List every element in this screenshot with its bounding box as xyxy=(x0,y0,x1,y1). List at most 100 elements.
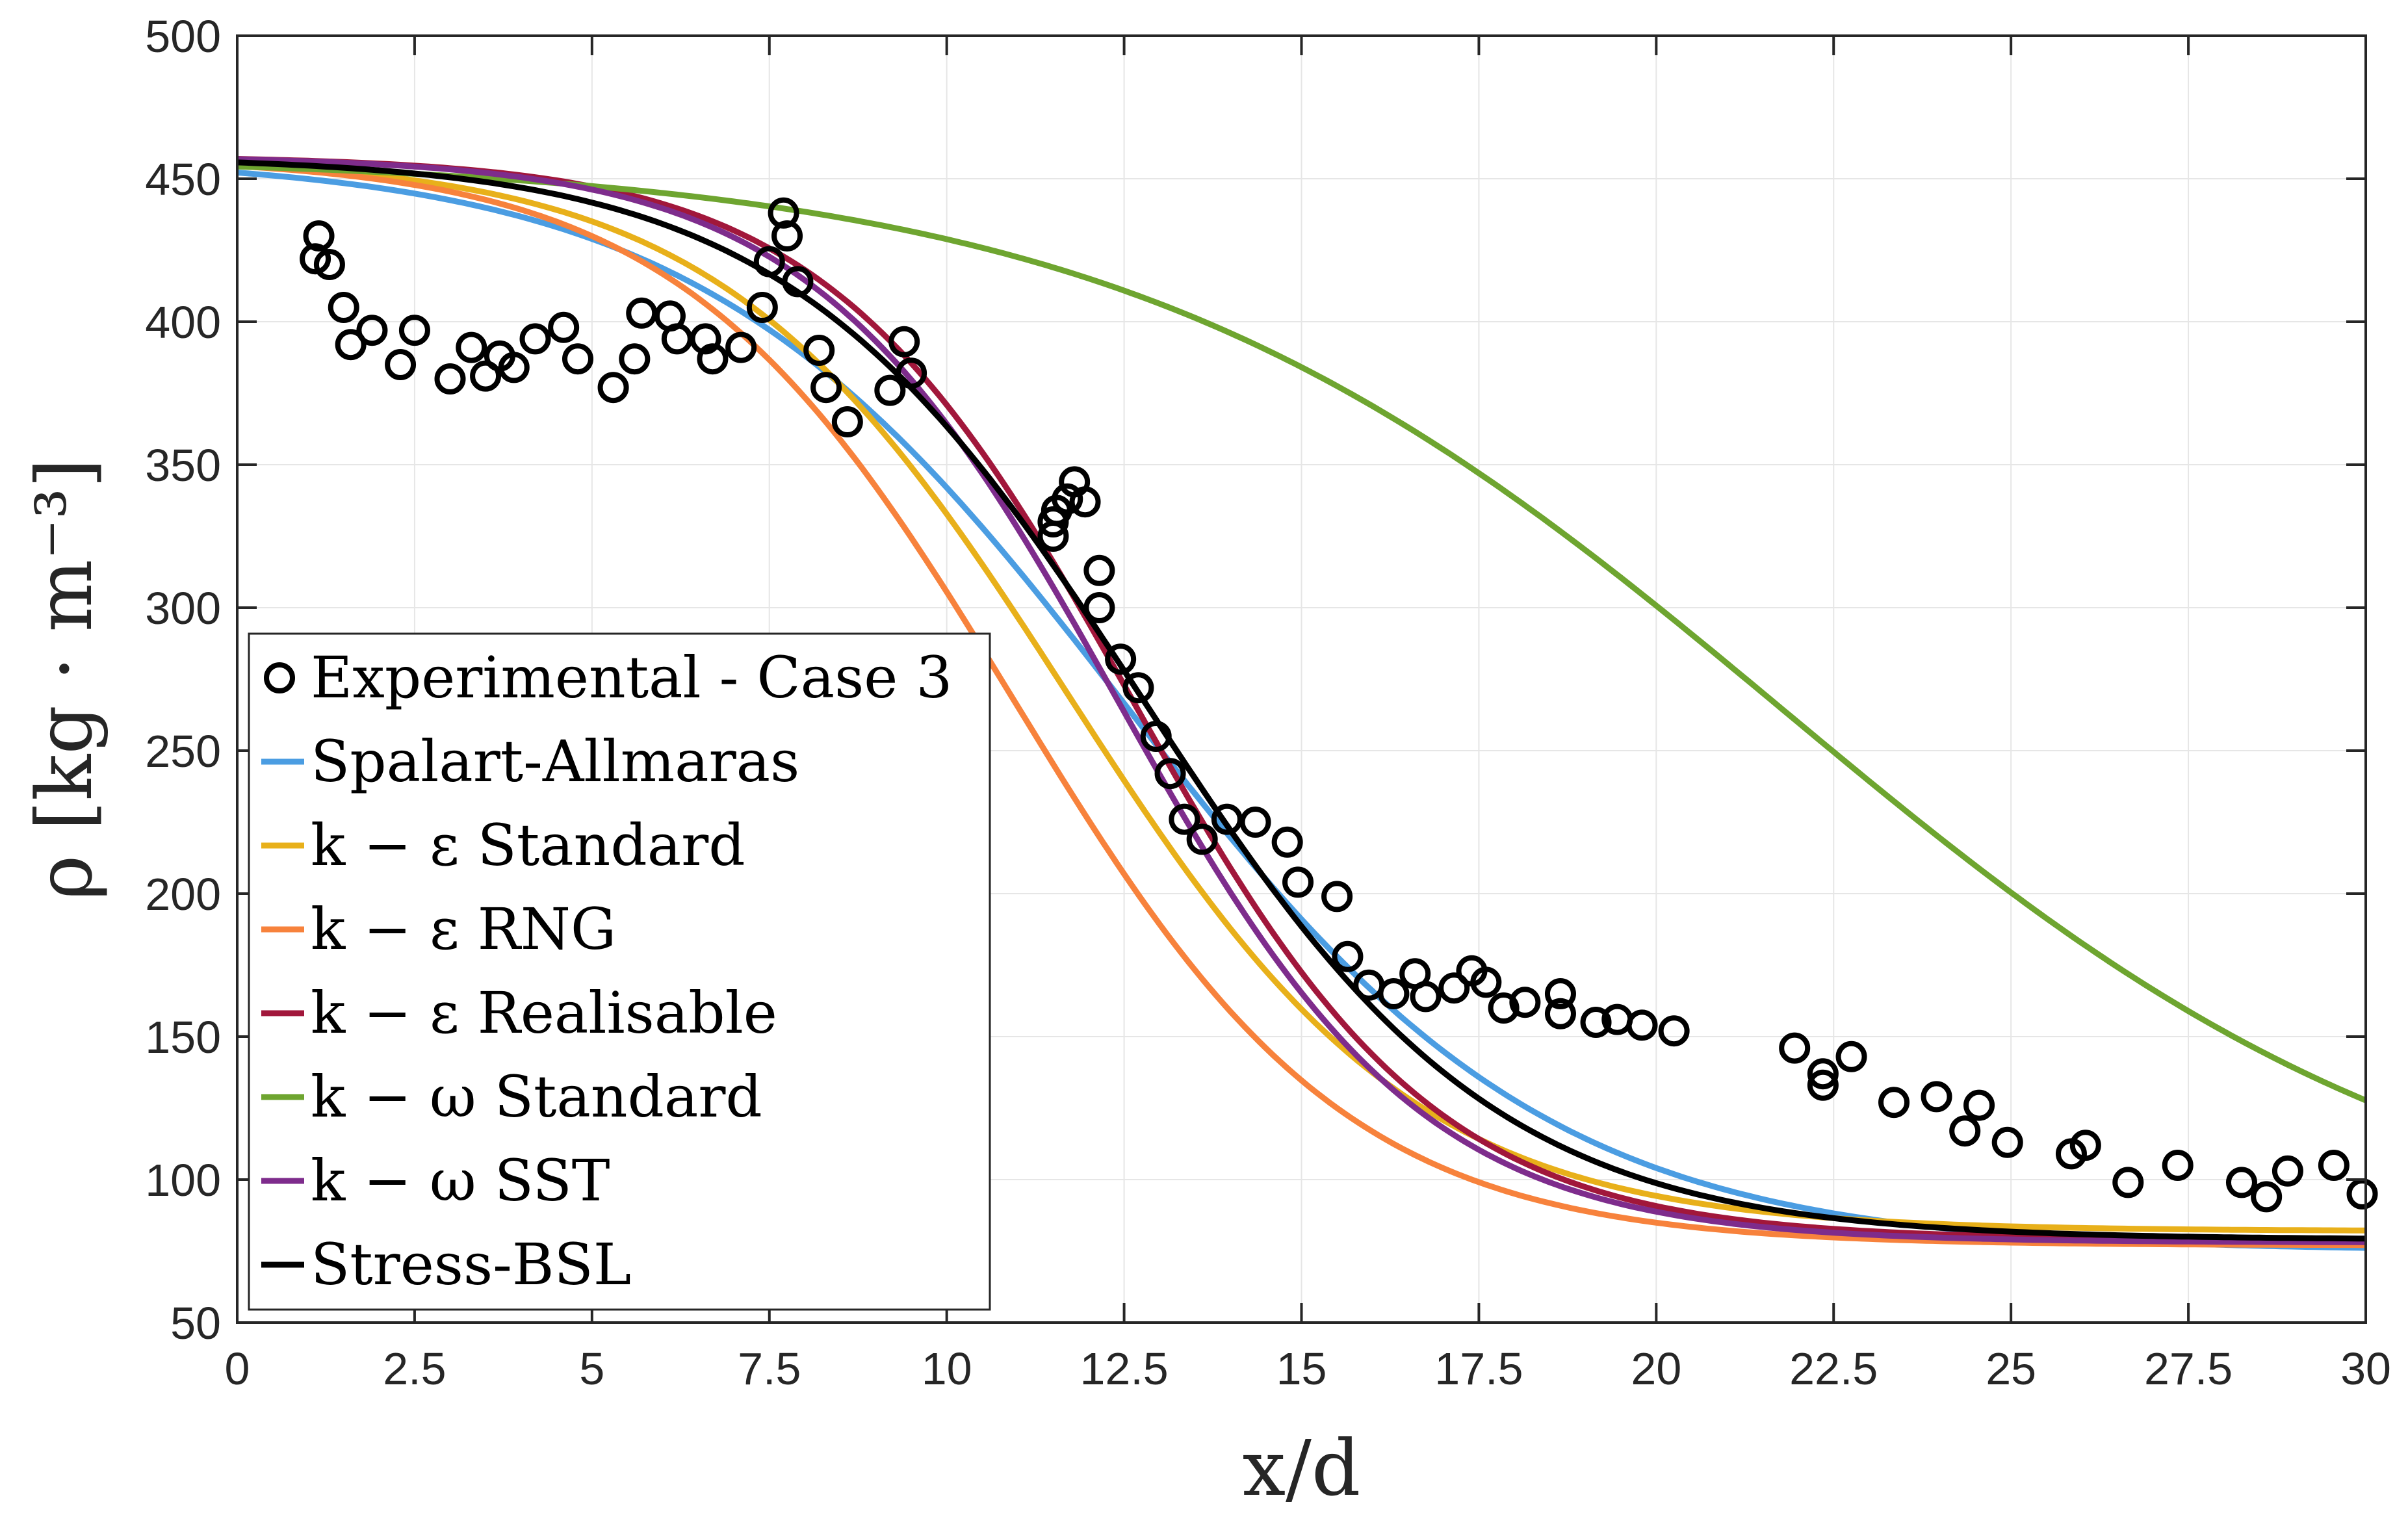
experimental-point xyxy=(519,323,551,355)
experimental-point xyxy=(597,372,629,404)
experimental-point xyxy=(385,349,417,380)
x-axis-ticks: 0 2.5 5 7.5 10 12.5 15 17.5 20 22.5 25 27.5 30 xyxy=(225,36,2391,1394)
experimental-point xyxy=(1544,978,1576,1009)
experimental-point xyxy=(1271,826,1303,858)
experimental-point xyxy=(456,331,487,363)
x-tick-label: 27.5 xyxy=(2144,1343,2233,1394)
experimental-point xyxy=(1378,978,1410,1009)
experimental-point xyxy=(562,343,593,375)
experimental-point xyxy=(1321,881,1353,912)
experimental-point xyxy=(1332,940,1364,972)
legend-label: k − ε Realisable xyxy=(311,979,777,1046)
experimental-point xyxy=(470,360,502,392)
legend-item: k − ε RNG xyxy=(261,896,616,963)
x-tick-label: 10 xyxy=(922,1343,972,1394)
y-tick-label: 250 xyxy=(145,726,221,777)
experimental-point xyxy=(1470,966,1502,998)
experimental-point xyxy=(1779,1032,1811,1064)
experimental-point xyxy=(1186,823,1218,855)
legend-box xyxy=(248,632,991,1311)
model-curves xyxy=(237,156,2367,1251)
experimental-point xyxy=(2069,1130,2101,1161)
legend-item: Stress-BSL xyxy=(261,1231,631,1298)
experimental-point xyxy=(356,315,388,346)
y-tick-label: 500 xyxy=(145,11,221,62)
y-tick-label: 150 xyxy=(145,1012,221,1063)
experimental-point xyxy=(690,323,721,355)
x-tick-label: 22.5 xyxy=(1789,1343,1878,1394)
x-tick-label: 2.5 xyxy=(383,1343,446,1394)
experimental-point xyxy=(1878,1087,1910,1119)
experimental-point xyxy=(1991,1126,2023,1158)
legend-label: Stress-BSL xyxy=(311,1231,631,1298)
experimental-point xyxy=(1140,721,1172,752)
experimental-point xyxy=(746,292,778,323)
legend-label: k − ω Standard xyxy=(311,1063,762,1130)
experimental-point xyxy=(831,406,863,437)
experimental-point xyxy=(2318,1150,2350,1181)
y-tick-label: 300 xyxy=(145,583,221,634)
experimental-point xyxy=(1580,1007,1612,1038)
curve-k-standard xyxy=(237,162,2366,1234)
experimental-point xyxy=(398,315,430,346)
experimental-point xyxy=(300,243,331,275)
y-tick-label: 350 xyxy=(145,440,221,491)
x-axis-label: x/d xyxy=(1243,1423,1361,1513)
experimental-point xyxy=(1921,1081,1952,1113)
experimental-point xyxy=(313,249,345,280)
experimental-point xyxy=(1282,866,1314,898)
experimental-point xyxy=(1083,592,1115,623)
y-tick-label: 50 xyxy=(170,1298,221,1349)
experimental-point xyxy=(1658,1015,1690,1047)
experimental-point xyxy=(1410,981,1442,1013)
experimental-point xyxy=(1963,1089,1995,1121)
experimental-point xyxy=(335,329,367,361)
experimental-point xyxy=(874,374,906,406)
y-axis-label: ρ [kg · m⁻³] xyxy=(19,458,109,900)
y-tick-label: 400 xyxy=(145,297,221,348)
experimental-point xyxy=(1438,972,1470,1004)
y-tick-label: 450 xyxy=(145,154,221,205)
x-tick-label: 12.5 xyxy=(1080,1343,1168,1394)
experimental-point xyxy=(548,311,580,343)
experimental-point xyxy=(1052,483,1083,515)
legend-marker xyxy=(264,662,295,693)
experimental-point xyxy=(1949,1115,1981,1147)
experimental-point xyxy=(1509,987,1541,1018)
experimental-point xyxy=(896,357,927,389)
experimental-point xyxy=(619,343,651,375)
x-tick-label: 30 xyxy=(2340,1343,2391,1394)
experimental-point xyxy=(2225,1167,2257,1198)
legend-label: Experimental - Case 3 xyxy=(311,644,952,711)
legend-label: Spalart-Allmaras xyxy=(311,728,799,795)
x-tick-label: 17.5 xyxy=(1434,1343,1523,1394)
experimental-point xyxy=(1835,1041,1867,1072)
legend-item: k − ω SST xyxy=(261,1147,610,1214)
legend: Experimental - Case 3 Spalart-Allmaras k −… xyxy=(248,632,991,1311)
curve-stress-bsl xyxy=(237,159,2366,1242)
legend-item: k − ε Standard xyxy=(261,812,745,879)
experimental-point xyxy=(725,331,757,363)
experimental-point xyxy=(2272,1155,2303,1187)
experimental-point xyxy=(626,297,658,329)
legend-label: k − ω SST xyxy=(311,1147,610,1214)
curve-k-standard xyxy=(237,163,2367,1104)
x-tick-label: 5 xyxy=(579,1343,604,1394)
experimental-point xyxy=(1626,1009,1658,1041)
experimental-point xyxy=(1105,643,1137,675)
curve-k-rng xyxy=(237,163,2366,1248)
experimental-point xyxy=(1083,554,1115,586)
y-tick-label: 200 xyxy=(145,869,221,920)
legend-item: Spalart-Allmaras xyxy=(261,728,799,795)
curve-k-sst xyxy=(237,156,2366,1245)
experimental-point xyxy=(2112,1167,2144,1198)
grid xyxy=(237,35,2366,1323)
experimental-point xyxy=(434,363,466,394)
experimental-point xyxy=(888,326,920,357)
experimental-point xyxy=(1122,672,1154,704)
x-tick-label: 0 xyxy=(225,1343,250,1394)
experimental-point xyxy=(1069,486,1101,518)
x-tick-label: 20 xyxy=(1631,1343,1681,1394)
legend-item: Experimental - Case 3 xyxy=(264,644,952,711)
experimental-point xyxy=(1807,1058,1839,1090)
